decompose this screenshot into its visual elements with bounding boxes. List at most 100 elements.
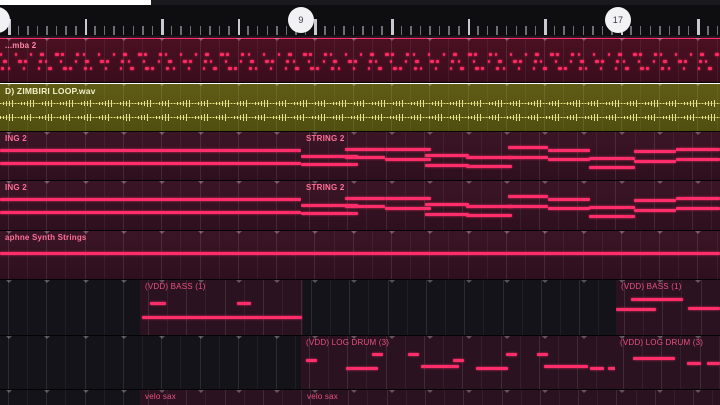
midi-note[interactable] <box>22 67 25 70</box>
midi-note[interactable] <box>248 67 252 70</box>
midi-note[interactable] <box>375 60 377 63</box>
midi-note[interactable] <box>0 252 720 255</box>
midi-note[interactable] <box>137 53 142 56</box>
clip-vdd-log-drum-3-a[interactable]: (VDD) LOG DRUM (3) <box>301 336 615 389</box>
midi-note[interactable] <box>607 53 610 56</box>
midi-note[interactable] <box>166 67 170 70</box>
midi-note[interactable] <box>682 67 685 70</box>
string-track-2[interactable]: ING 2 STRING 2 <box>0 181 720 230</box>
midi-note[interactable] <box>690 53 692 56</box>
midi-note[interactable] <box>292 60 295 63</box>
midi-note[interactable] <box>589 206 635 209</box>
midi-note[interactable] <box>262 53 265 56</box>
midi-note[interactable] <box>518 60 522 63</box>
midi-note[interactable] <box>367 67 370 70</box>
midi-note[interactable] <box>165 53 167 56</box>
midi-note[interactable] <box>497 60 502 63</box>
midi-note[interactable] <box>589 157 635 160</box>
midi-note[interactable] <box>540 60 542 63</box>
midi-note[interactable] <box>182 60 187 63</box>
midi-note[interactable] <box>2 60 7 63</box>
midi-note[interactable] <box>466 214 512 217</box>
midi-note[interactable] <box>100 60 105 63</box>
midi-note[interactable] <box>646 67 650 70</box>
midi-note[interactable] <box>652 60 655 63</box>
midi-note[interactable] <box>271 60 275 63</box>
bar-marker-9[interactable]: 9 <box>288 7 314 33</box>
midi-note[interactable] <box>637 60 640 63</box>
midi-note[interactable] <box>592 53 595 56</box>
midi-note[interactable] <box>332 60 337 63</box>
midi-note[interactable] <box>675 53 677 56</box>
midi-note[interactable] <box>220 53 225 56</box>
midi-note[interactable] <box>61 53 65 56</box>
progress-bar-track[interactable] <box>0 0 720 5</box>
midi-note[interactable] <box>112 53 115 56</box>
midi-note[interactable] <box>227 67 232 70</box>
midi-note[interactable] <box>466 205 512 208</box>
midi-note[interactable] <box>495 53 497 56</box>
midi-note[interactable] <box>385 148 431 151</box>
midi-note[interactable] <box>460 67 465 70</box>
midi-note[interactable] <box>421 365 459 368</box>
midi-note[interactable] <box>557 67 562 70</box>
midi-note[interactable] <box>473 53 477 56</box>
midi-note[interactable] <box>345 197 385 200</box>
midi-note[interactable] <box>390 60 392 63</box>
midi-note[interactable] <box>0 211 301 214</box>
midi-note[interactable] <box>537 353 548 356</box>
midi-note[interactable] <box>205 53 210 56</box>
log-drum-track[interactable]: (VDD) LOG DRUM (3) (VDD) LOG DRUM (3) <box>0 336 720 389</box>
midi-note[interactable] <box>508 156 548 159</box>
midi-note[interactable] <box>398 67 402 70</box>
midi-note[interactable] <box>466 156 512 159</box>
midi-note[interactable] <box>590 367 604 370</box>
midi-note[interactable] <box>452 53 457 56</box>
midi-note[interactable] <box>427 53 430 56</box>
midi-note[interactable] <box>600 67 602 70</box>
zimbiri-audio-track[interactable]: D) ZIMBIRI LOOP.wav <box>0 83 720 131</box>
midi-note[interactable] <box>270 67 272 70</box>
midi-note[interactable] <box>412 53 415 56</box>
midi-note[interactable] <box>700 53 705 56</box>
midi-note[interactable] <box>306 359 317 362</box>
clip-zimbiri-loop[interactable]: D) ZIMBIRI LOOP.wav <box>0 83 720 131</box>
midi-note[interactable] <box>512 60 517 63</box>
midi-note[interactable] <box>233 67 237 70</box>
midi-note[interactable] <box>37 67 40 70</box>
midi-note[interactable] <box>372 353 383 356</box>
midi-note[interactable] <box>548 198 590 201</box>
midi-note[interactable] <box>525 53 527 56</box>
midi-note[interactable] <box>415 60 420 63</box>
midi-note[interactable] <box>345 156 385 159</box>
midi-note[interactable] <box>172 67 175 70</box>
midi-note[interactable] <box>0 149 301 152</box>
midi-note[interactable] <box>121 60 125 63</box>
midi-note[interactable] <box>608 367 615 370</box>
midi-note[interactable] <box>653 53 657 56</box>
midi-note[interactable] <box>195 53 197 56</box>
midi-note[interactable] <box>634 160 676 163</box>
track-lanes[interactable]: ...mba 2 D) ZIMBIRI LOOP.wav ING 2 STRING 2… <box>0 38 720 405</box>
midi-note[interactable] <box>430 60 435 63</box>
bar-marker-1[interactable]: 1 <box>0 7 10 33</box>
midi-note[interactable] <box>548 149 590 152</box>
midi-note[interactable] <box>660 53 662 56</box>
midi-note[interactable] <box>286 60 290 63</box>
midi-note[interactable] <box>106 60 110 63</box>
midi-note[interactable] <box>301 204 358 207</box>
midi-note[interactable] <box>1 67 5 70</box>
midi-note[interactable] <box>143 53 147 56</box>
midi-note[interactable] <box>377 67 382 70</box>
midi-note[interactable] <box>68 67 72 70</box>
midi-note[interactable] <box>661 67 665 70</box>
midi-note[interactable] <box>617 53 622 56</box>
midi-note[interactable] <box>634 209 676 212</box>
midi-note[interactable] <box>510 53 512 56</box>
midi-note[interactable] <box>508 205 548 208</box>
midi-note[interactable] <box>408 353 419 356</box>
midi-note[interactable] <box>277 53 280 56</box>
midi-note[interactable] <box>457 60 460 63</box>
midi-note[interactable] <box>662 60 667 63</box>
